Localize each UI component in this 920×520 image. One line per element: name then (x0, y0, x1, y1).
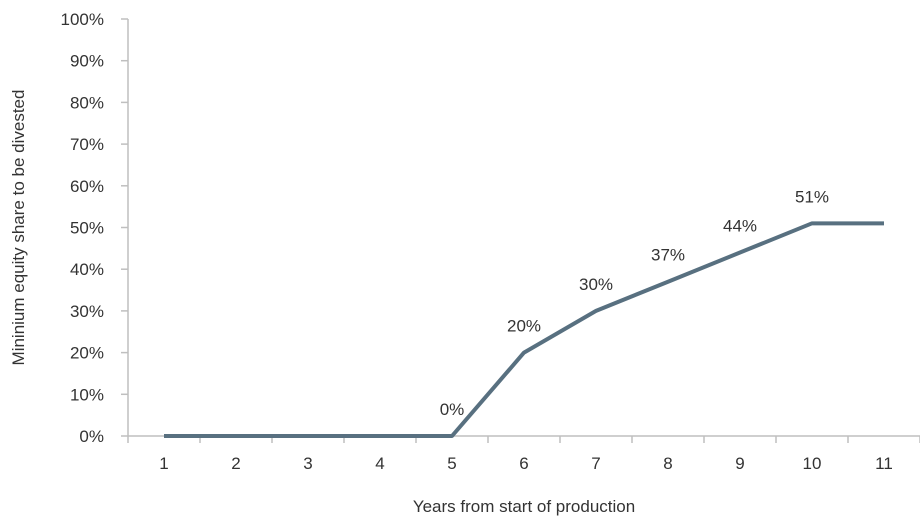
y-tick-label: 80% (70, 93, 104, 112)
y-tick-label: 100% (61, 10, 104, 29)
x-tick-label: 11 (875, 454, 893, 473)
y-tick-label: 30% (70, 302, 104, 321)
y-tick-label: 70% (70, 135, 104, 154)
x-tick-label: 6 (519, 454, 528, 473)
data-label: 30% (579, 275, 613, 294)
x-tick-label: 10 (803, 454, 822, 473)
x-tick-label: 7 (591, 454, 600, 473)
y-tick-label: 10% (70, 385, 104, 404)
x-axis-title: Years from start of production (413, 497, 635, 516)
y-tick-label: 40% (70, 260, 104, 279)
data-label: 20% (507, 317, 541, 336)
data-labels: 0% 20% 30% 37% 44% 51% (440, 187, 829, 419)
series (164, 221, 884, 438)
series-line (164, 221, 884, 438)
y-axis-title: Mininium equity share to be divested (9, 90, 28, 366)
y-tick-label: 60% (70, 177, 104, 196)
x-tick-label: 2 (231, 454, 240, 473)
x-tick-label: 5 (447, 454, 456, 473)
data-label: 37% (651, 246, 685, 265)
x-tick-label: 8 (663, 454, 672, 473)
x-tick-label: 1 (159, 454, 168, 473)
y-tick-label: 50% (70, 219, 104, 238)
y-axis: 0% 10% 20% 30% 40% 50% 60% 70% 80% 90% 100% (61, 10, 129, 446)
x-tick-label: 3 (303, 454, 312, 473)
x-axis: 1 2 3 4 5 6 7 8 9 10 11 (127, 435, 920, 473)
x-tick-label: 9 (735, 454, 744, 473)
data-label: 51% (795, 187, 829, 206)
data-label: 44% (723, 217, 757, 236)
y-tick-label: 90% (70, 52, 104, 71)
data-label: 0% (440, 400, 465, 419)
y-tick-label: 0% (79, 427, 104, 446)
y-tick-label: 20% (70, 344, 104, 363)
x-tick-label: 4 (375, 454, 384, 473)
